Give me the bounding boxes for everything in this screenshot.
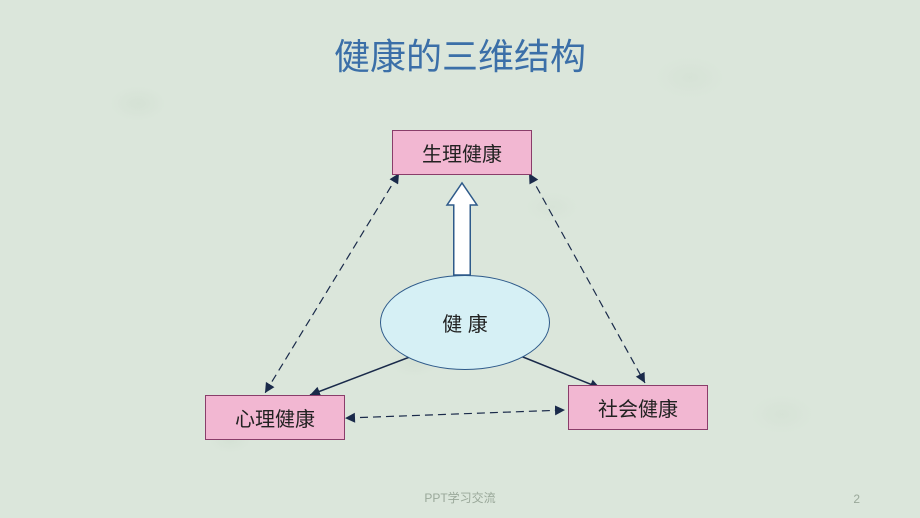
footer-label: PPT学习交流 [424,491,495,505]
node-mental-health: 心理健康 [205,395,345,440]
node-physiological-health: 生理健康 [392,130,532,175]
node-label: 社会健康 [598,393,678,422]
edge-top-left [265,175,398,393]
node-label: 心理健康 [235,403,315,432]
edge-top-right [530,175,645,383]
arrow-center-to-right [518,355,600,388]
arrow-center-to-left [310,355,415,395]
slide-title: 健康的三维结构 [334,28,586,80]
title-text: 健康的三维结构 [334,36,586,77]
node-label: 健 康 [442,308,488,337]
arrow-center-to-top [447,183,477,275]
edge-bottom [347,410,565,418]
node-health-center: 健 康 [380,275,550,370]
footer-text: PPT学习交流 [424,489,495,506]
page-number: 2 [853,492,860,506]
node-label: 生理健康 [422,138,502,167]
page-number-text: 2 [853,492,860,506]
node-social-health: 社会健康 [568,385,708,430]
